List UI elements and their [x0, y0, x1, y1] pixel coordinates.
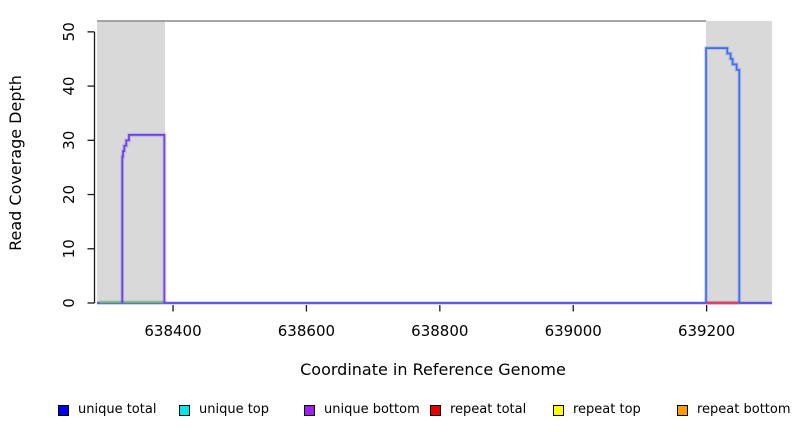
shaded-regions-group: [97, 21, 772, 303]
legend-swatch-icon: [179, 404, 190, 416]
legend-label: unique top: [199, 402, 270, 417]
legend-label: repeat total: [450, 402, 527, 417]
legend-item: repeat top: [553, 403, 641, 417]
legend-item: unique total: [58, 403, 156, 417]
x-tick-label: 639200: [678, 322, 735, 340]
legend-swatch-icon: [430, 404, 441, 416]
legend-item: repeat total: [430, 403, 526, 417]
legend-item: unique top: [179, 403, 269, 417]
y-tick-label: 10: [60, 239, 78, 258]
y-tick-label: 30: [60, 131, 78, 150]
y-tick-label: 20: [60, 185, 78, 204]
series-line: [705, 47, 741, 303]
y-axis-title: Read Coverage Depth: [6, 75, 25, 251]
series-line: [121, 134, 166, 303]
legend-swatch-icon: [677, 404, 688, 416]
x-tick-label: 638800: [411, 322, 468, 340]
legend-swatch-icon: [58, 404, 69, 416]
legend-label: unique bottom: [324, 402, 420, 417]
axes-group: 0 10 20 30 40 50 638400 638600 638800 639000 63920…: [60, 22, 735, 340]
legend-swatch-icon: [553, 404, 564, 416]
x-tick-label: 639000: [545, 322, 602, 340]
series-group: [97, 46, 772, 305]
x-tick-label: 638400: [144, 322, 201, 340]
legend-item: repeat bottom: [677, 403, 791, 417]
x-axis-title: Coordinate in Reference Genome: [300, 360, 566, 379]
x-tick-label: 638600: [278, 322, 335, 340]
legend-label: unique total: [78, 402, 157, 417]
legend-label: repeat bottom: [697, 402, 791, 417]
legend-swatch-icon: [304, 404, 315, 416]
shaded-region: [97, 21, 166, 303]
y-tick-label: 50: [60, 22, 78, 41]
y-tick-label: 40: [60, 77, 78, 96]
legend: unique total unique top unique bottom repea…: [0, 403, 792, 419]
y-tick-label: 0: [60, 298, 78, 308]
legend-item: unique bottom: [304, 403, 420, 417]
legend-label: repeat top: [573, 402, 641, 417]
